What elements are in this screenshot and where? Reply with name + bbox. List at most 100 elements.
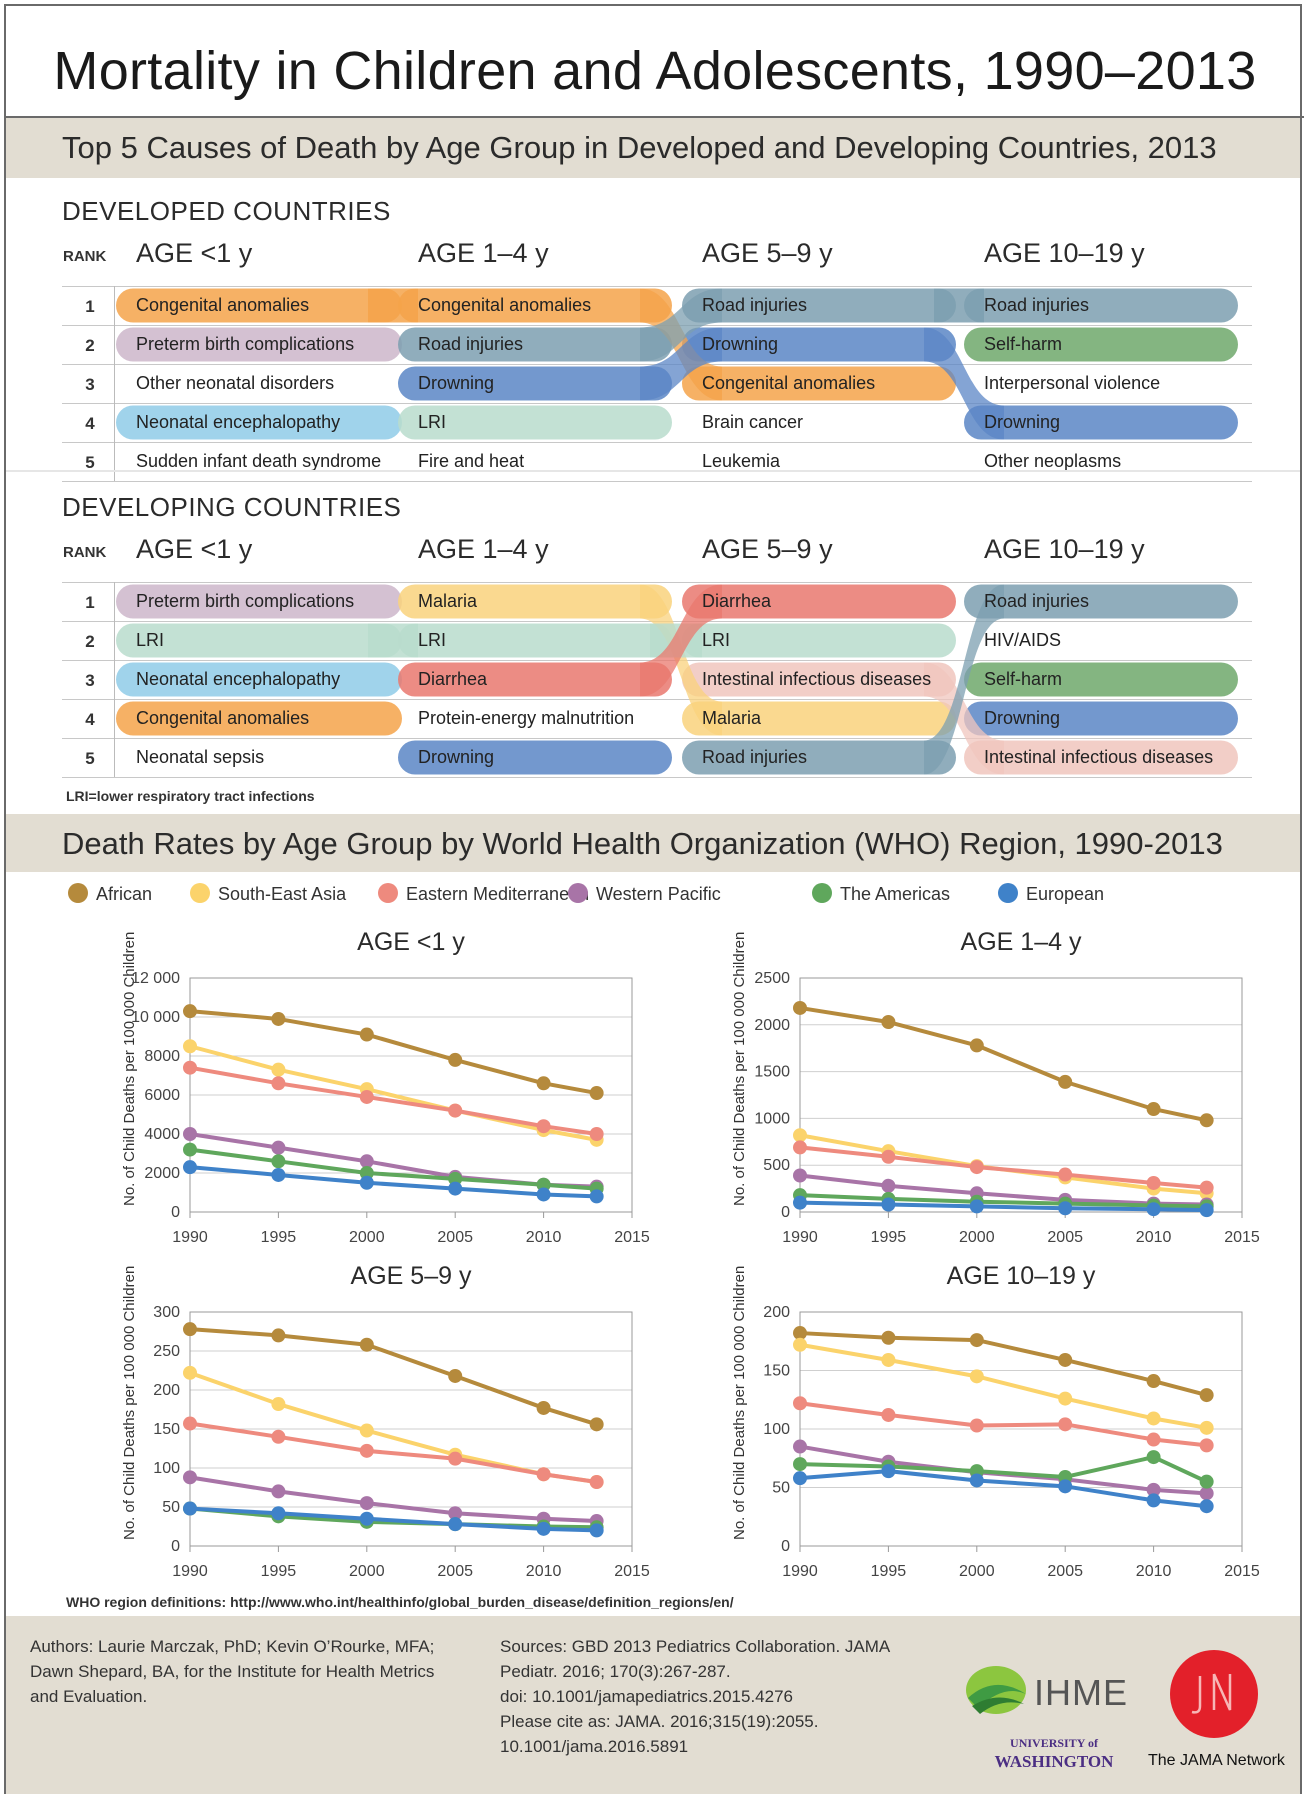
- table-divider: [6, 470, 1300, 472]
- data-point: [1058, 1417, 1073, 1432]
- legend-swatch: [998, 883, 1018, 904]
- developing-heading: DEVELOPING COUNTRIES: [62, 492, 402, 522]
- developed-heading: DEVELOPED COUNTRIES: [62, 196, 391, 226]
- cause-label: Preterm birth complications: [136, 333, 355, 354]
- plot-frame: [799, 1311, 1243, 1547]
- cause-label: Self-harm: [984, 333, 1063, 354]
- cause-label: Drowning: [418, 746, 495, 767]
- data-point: [359, 1089, 374, 1104]
- series-line: [799, 1444, 1207, 1496]
- cause-label: Brain cancer: [702, 411, 804, 432]
- data-point: [271, 1397, 286, 1412]
- series-line: [189, 1370, 597, 1485]
- ytick-label: 8000: [144, 1048, 180, 1065]
- sources-line: Sources: GBD 2013 Pediatrics Collaborati…: [500, 1637, 891, 1656]
- cause-ribbon: [640, 327, 722, 401]
- legend-item: Eastern Mediterranean: [378, 883, 590, 905]
- series-line: [799, 1145, 1207, 1190]
- data-point: [881, 1330, 896, 1345]
- data-point: [969, 1333, 984, 1348]
- rank-number: 4: [85, 710, 95, 729]
- xtick-label: 1990: [172, 1563, 208, 1580]
- series-line: [799, 1401, 1207, 1448]
- series-line: [189, 1327, 598, 1427]
- rank-number: 3: [85, 375, 95, 394]
- row-line: [62, 286, 1252, 287]
- xtick-label: 1995: [261, 1563, 297, 1580]
- data-point: [881, 1014, 896, 1029]
- cause-label: Congenital anomalies: [136, 294, 310, 315]
- cause-pill: [964, 288, 1238, 323]
- xtick-label: 2015: [614, 1563, 650, 1580]
- lri-note: LRI=lower respiratory tract infections: [66, 788, 315, 804]
- rank-number: 4: [85, 414, 95, 433]
- data-point: [793, 1128, 807, 1143]
- authors-line: Authors: Laurie Marczak, PhD; Kevin O’Ro…: [30, 1637, 435, 1656]
- data-point: [271, 1484, 286, 1499]
- data-point: [793, 1439, 807, 1454]
- cause-pill: [398, 405, 672, 440]
- cause-pill: [682, 288, 956, 323]
- series-line: [189, 1065, 597, 1136]
- data-point: [448, 1171, 463, 1186]
- data-point: [969, 1038, 984, 1053]
- xtick-label: 1995: [871, 1229, 907, 1246]
- age-header: AGE 5–9 y: [702, 534, 833, 564]
- ytick-label: 50: [772, 1480, 790, 1497]
- rank-separator: [114, 286, 115, 481]
- cause-label: LRI: [418, 411, 447, 432]
- ytick-label: 0: [781, 1204, 790, 1221]
- page-title: Mortality in Children and Adolescents, 1…: [53, 41, 1257, 101]
- data-point: [1146, 1202, 1161, 1217]
- cause-label: Road injuries: [702, 294, 808, 315]
- rank-number: 2: [85, 336, 95, 355]
- data-point: [359, 1511, 374, 1526]
- series-line: [189, 1421, 597, 1485]
- data-point: [271, 1140, 286, 1155]
- chart-ylabel: No. of Child Deaths per 100 000 Children: [731, 931, 748, 1206]
- legend-item: The Americas: [812, 883, 951, 905]
- sources-line: 10.1001/jama.2016.5891: [500, 1737, 689, 1756]
- authors-line: Dawn Shepard, BA, for the Institute for …: [30, 1662, 435, 1681]
- legend-label: The Americas: [840, 884, 951, 904]
- uw-line1: UNIVERSITY of: [1010, 1736, 1098, 1750]
- xtick-label: 2015: [614, 1229, 650, 1246]
- cause-pill: [964, 740, 1238, 775]
- ytick-label: 100: [763, 1421, 790, 1438]
- ytick-label: 12 000: [131, 970, 180, 987]
- xtick-label: 2005: [437, 1229, 473, 1246]
- ytick-label: 2500: [754, 970, 790, 987]
- line-chart: 0 2000 4000 6000 8000 10 000 12 000 1990 1995 200…: [131, 970, 650, 1246]
- legend-swatch: [378, 883, 398, 904]
- data-point: [448, 1506, 463, 1521]
- legend-item: Western Pacific: [568, 883, 721, 905]
- age-header: AGE <1 y: [136, 534, 253, 564]
- cause-pill: [398, 288, 672, 323]
- rank-number: 1: [85, 593, 95, 612]
- developing-ribbons: [116, 584, 1238, 775]
- data-point: [1058, 1479, 1073, 1494]
- cause-label: Diarrhea: [418, 668, 488, 689]
- cause-label: LRI: [136, 629, 165, 650]
- sources-line: doi: 10.1001/jamapediatrics.2015.4276: [500, 1687, 793, 1706]
- cause-ribbon: [924, 584, 1004, 775]
- data-point: [536, 1521, 551, 1536]
- title-divider: [6, 116, 1304, 118]
- ytick-label: 200: [763, 1304, 790, 1321]
- xtick-label: 2010: [1136, 1563, 1172, 1580]
- data-point: [183, 1127, 197, 1141]
- ytick-label: 10 000: [131, 1009, 180, 1026]
- cause-ribbon: [934, 288, 984, 323]
- cause-label: Drowning: [984, 411, 1061, 432]
- chart-title: AGE 1–4 y: [960, 928, 1082, 956]
- data-point: [969, 1160, 984, 1175]
- ytick-label: 0: [171, 1538, 180, 1555]
- row-line: [62, 699, 1252, 700]
- series-line: [189, 1506, 597, 1533]
- legend-label: Eastern Mediterranean: [406, 884, 590, 904]
- data-point: [793, 1471, 807, 1486]
- legend-swatch: [812, 883, 832, 904]
- cause-label: Fire and heat: [418, 450, 525, 471]
- xtick-label: 2000: [349, 1229, 385, 1246]
- data-point: [271, 1062, 286, 1077]
